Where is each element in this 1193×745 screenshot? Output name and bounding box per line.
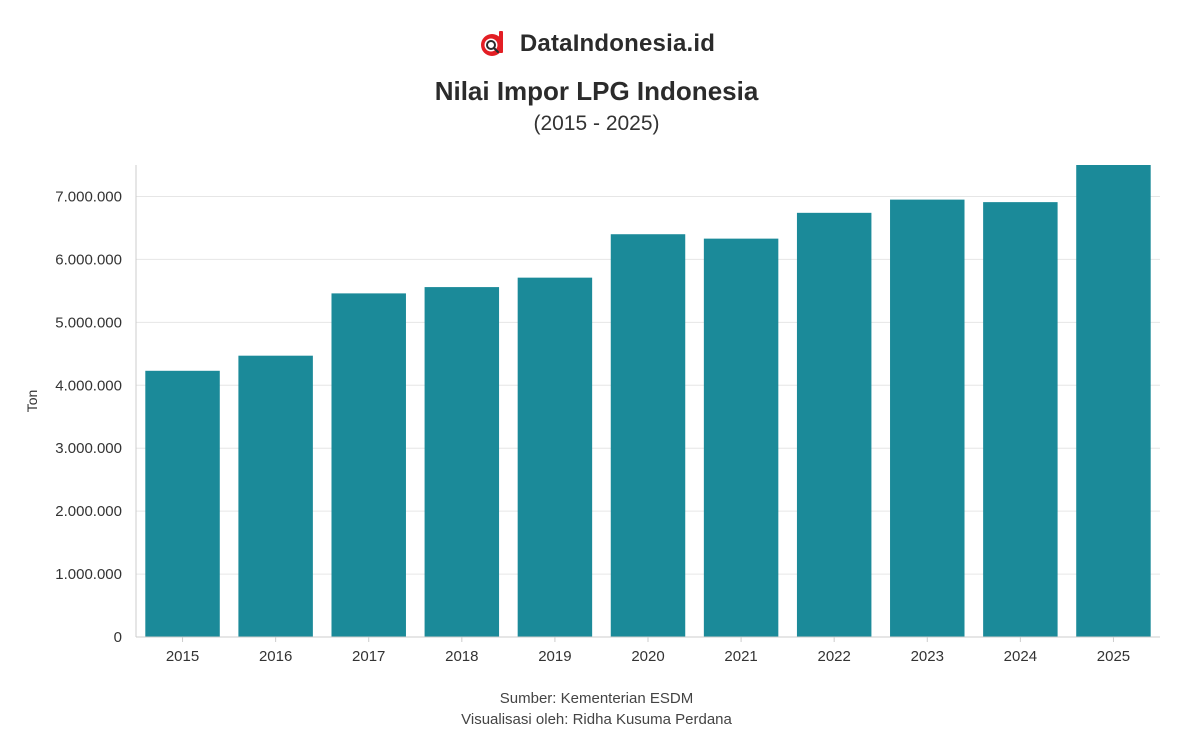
y-tick-label: 6.000.000 <box>55 251 122 268</box>
bar-2017 <box>331 293 406 637</box>
y-tick-label: 7.000.000 <box>55 188 122 205</box>
y-tick-label: 0 <box>114 629 122 646</box>
bar-2021 <box>703 238 779 637</box>
bar-2025 <box>1076 165 1151 637</box>
bar-2019 <box>517 277 593 637</box>
bar-2024 <box>983 202 1058 637</box>
x-tick-label: 2018 <box>445 648 478 665</box>
source-note: Sumber: Kementerian ESDM <box>499 690 694 707</box>
credit-note: Visualisasi oleh: Ridha Kusuma Perdana <box>461 711 732 728</box>
bar-2022 <box>796 212 872 637</box>
x-tick-label: 2022 <box>817 648 850 665</box>
x-tick-label: 2025 <box>1097 648 1130 665</box>
chart-title: Nilai Impor LPG Indonesia <box>434 76 759 106</box>
x-tick-label: 2021 <box>724 648 757 665</box>
x-tick-label: 2016 <box>259 648 292 665</box>
bar-2023 <box>890 199 965 637</box>
bar-2015 <box>145 370 220 637</box>
y-tick-label: 3.000.000 <box>55 440 122 457</box>
y-tick-label: 2.000.000 <box>55 503 122 520</box>
x-tick-label: 2015 <box>166 648 199 665</box>
x-tick-label: 2020 <box>631 648 664 665</box>
y-tick-label: 1.000.000 <box>55 566 122 583</box>
bar-2016 <box>238 355 313 637</box>
x-tick-label: 2017 <box>352 648 385 665</box>
dataindonesia-logo-icon <box>480 31 503 56</box>
brand-name: DataIndonesia.id <box>519 30 716 57</box>
x-tick-label: 2023 <box>911 648 944 665</box>
brand-header: DataIndonesia.id <box>0 26 1193 62</box>
bar-2020 <box>610 234 686 637</box>
x-tick-label: 2024 <box>1004 648 1037 665</box>
bar-2018 <box>424 287 500 637</box>
y-axis-label: Ton <box>24 390 40 413</box>
y-tick-label: 4.000.000 <box>55 377 122 394</box>
y-tick-label: 5.000.000 <box>55 314 122 331</box>
x-tick-label: 2019 <box>538 648 571 665</box>
chart-subtitle: (2015 - 2025) <box>533 112 660 135</box>
